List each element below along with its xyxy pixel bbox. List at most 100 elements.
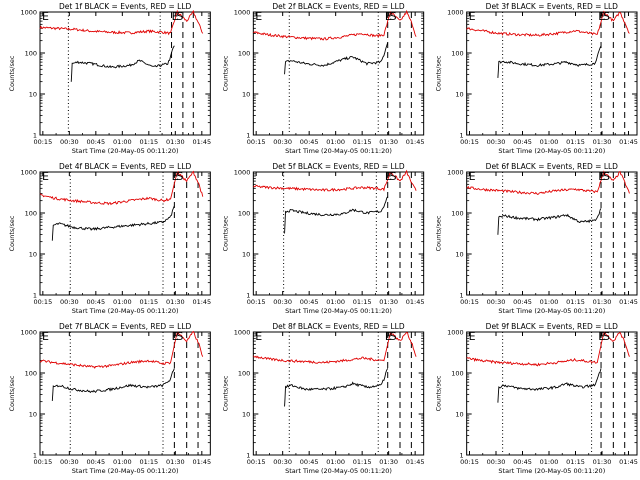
x-tick-label: 01:15 (139, 298, 158, 306)
x-tick-label: 00:45 (300, 138, 319, 146)
chart-panel-4: Det 4f BLACK = Events, RED = LLD 1 10 100 10… (8, 162, 211, 315)
plot-frame (39, 331, 211, 456)
series-line-events (51, 205, 175, 241)
chart-panel-2: Det 2f BLACK = Events, RED = LLD 1 10 100 10… (221, 2, 424, 155)
x-axis-label: Start Time (20-May-05 00:11:20) (498, 147, 605, 155)
x-tick-label: 00:30 (487, 138, 506, 146)
x-tick-label: 01:15 (566, 458, 585, 466)
marker-label-e: E (255, 330, 262, 343)
x-tick-label: 01:00 (326, 138, 345, 146)
y-tick-label: 1000 (234, 9, 251, 17)
y-tick-label: 10 (455, 91, 463, 99)
x-tick-label: 00:15 (460, 458, 479, 466)
x-tick-label: 00:30 (60, 138, 79, 146)
x-tick-label: 00:45 (86, 458, 105, 466)
series-line-lld (39, 9, 204, 36)
marker-label-e: E (172, 330, 179, 343)
marker-label-s: S (390, 10, 397, 23)
x-tick-label: 01:00 (540, 298, 559, 306)
marker-label-s: S (390, 170, 397, 183)
x-tick-label: 00:45 (86, 138, 105, 146)
plot-frame (466, 11, 638, 136)
y-tick-label: 1 (460, 132, 464, 140)
plot-frame (252, 331, 425, 456)
plot-frame (252, 171, 425, 296)
y-tick-label: 1 (460, 292, 464, 300)
x-tick-label: 01:45 (406, 138, 425, 146)
marker-label-e: E (172, 170, 179, 183)
y-tick-label: 10 (242, 251, 250, 259)
y-axis-label: Counts/sec (435, 215, 443, 251)
marker-label-e: E (469, 170, 476, 183)
x-axis-label: Start Time (20-May-05 00:11:20) (72, 467, 179, 475)
x-axis-label: Start Time (20-May-05 00:11:20) (285, 467, 392, 475)
series-line-events (284, 368, 389, 407)
x-tick-label: 00:15 (247, 138, 266, 146)
x-tick-label: 01:00 (326, 458, 345, 466)
marker-label-e: E (385, 330, 392, 343)
series-line-lld (466, 331, 630, 367)
x-tick-label: 00:45 (86, 298, 105, 306)
x-tick-label: 01:45 (619, 458, 638, 466)
chart-title: Det 3f BLACK = Events, RED = LLD (486, 2, 619, 11)
y-tick-label: 10 (29, 251, 37, 259)
marker-label-s: S (603, 10, 610, 23)
series-line-events (497, 45, 602, 78)
x-axis-label: Start Time (20-May-05 00:11:20) (72, 307, 179, 315)
y-tick-label: 1000 (447, 169, 464, 177)
x-tick-label: 01:00 (326, 298, 345, 306)
chart-panel-1: Det 1f BLACK = Events, RED = LLD 1 10 100 10… (8, 2, 211, 155)
x-tick-label: 00:15 (247, 298, 266, 306)
y-tick-label: 10 (242, 91, 250, 99)
plot-frame (466, 331, 638, 456)
x-tick-label: 01:15 (353, 458, 372, 466)
x-tick-label: 01:30 (166, 298, 185, 306)
y-tick-label: 100 (238, 370, 250, 378)
marker-label-s: S (390, 330, 397, 343)
marker-label-e: E (385, 10, 392, 23)
series-line-lld (39, 330, 204, 369)
y-tick-label: 100 (451, 50, 463, 58)
chart-panel-6: Det 6f BLACK = Events, RED = LLD 1 10 100 10… (435, 162, 638, 315)
y-tick-label: 100 (25, 370, 37, 378)
chart-title: Det 4f BLACK = Events, RED = LLD (59, 162, 192, 171)
x-axis-label: Start Time (20-May-05 00:11:20) (285, 147, 392, 155)
x-tick-label: 01:00 (113, 298, 132, 306)
chart-title: Det 5f BLACK = Events, RED = LLD (272, 162, 405, 171)
marker-label-s: S (603, 330, 610, 343)
x-tick-label: 00:15 (247, 458, 266, 466)
series-line-lld (253, 9, 417, 41)
chart-panel-3: Det 3f BLACK = Events, RED = LLD 1 10 100 10… (435, 2, 638, 155)
x-tick-label: 01:15 (353, 138, 372, 146)
series-line-events (51, 368, 175, 401)
x-tick-label: 00:45 (513, 298, 532, 306)
marker-label-e: E (42, 330, 49, 343)
x-tick-label: 01:15 (139, 138, 158, 146)
y-axis-label: Counts/sec (221, 215, 229, 251)
marker-label-e: E (469, 330, 476, 343)
x-tick-label: 01:45 (406, 458, 425, 466)
y-axis-label: Counts/sec (8, 375, 16, 411)
y-tick-label: 1 (33, 132, 37, 140)
y-tick-label: 1 (246, 452, 250, 460)
x-tick-label: 01:45 (619, 138, 638, 146)
x-tick-label: 01:15 (566, 138, 585, 146)
series-line-events (497, 368, 602, 403)
y-tick-label: 1000 (447, 9, 464, 17)
plot-frame (466, 171, 638, 296)
y-axis-label: Counts/sec (435, 55, 443, 91)
plot-frame (39, 11, 211, 136)
y-tick-label: 100 (25, 50, 37, 58)
x-tick-label: 00:45 (300, 458, 319, 466)
chart-title: Det 2f BLACK = Events, RED = LLD (272, 2, 405, 11)
x-axis-label: Start Time (20-May-05 00:11:20) (72, 147, 179, 155)
x-tick-label: 01:30 (379, 138, 398, 146)
x-tick-label: 01:45 (192, 298, 211, 306)
x-tick-label: 00:15 (460, 138, 479, 146)
y-tick-label: 1000 (20, 9, 37, 17)
marker-label-e: E (172, 10, 179, 23)
marker-label-e: E (42, 170, 49, 183)
marker-label-e: E (42, 10, 49, 23)
marker-label-e: E (598, 330, 605, 343)
